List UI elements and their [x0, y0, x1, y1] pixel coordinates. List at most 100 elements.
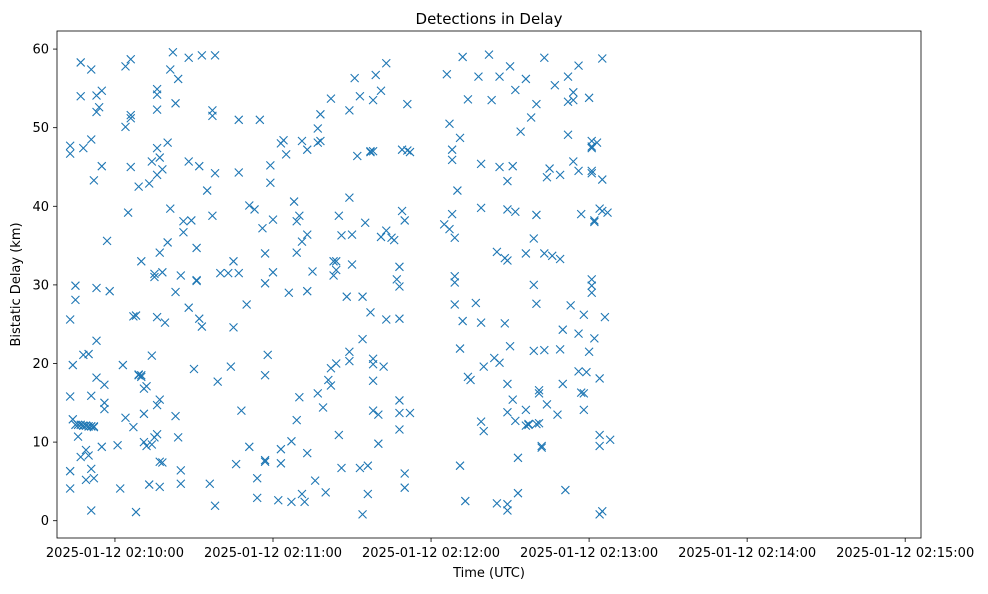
- data-point: [321, 488, 331, 497]
- data-point: [302, 286, 312, 296]
- data-point: [500, 319, 510, 328]
- data-point: [300, 497, 309, 507]
- data-point: [355, 91, 365, 101]
- data-point: [368, 95, 378, 105]
- data-point: [313, 388, 323, 398]
- y-tick-label: 0: [41, 514, 49, 529]
- data-point: [165, 204, 175, 214]
- data-point: [97, 86, 107, 96]
- data-point: [215, 268, 225, 278]
- data-point: [263, 350, 273, 360]
- data-point: [184, 157, 194, 166]
- data-point: [113, 440, 122, 450]
- data-point: [342, 292, 352, 302]
- data-point: [395, 408, 404, 418]
- data-point: [92, 107, 101, 117]
- data-point: [368, 354, 378, 364]
- data-point: [255, 115, 265, 125]
- data-point: [268, 215, 278, 225]
- data-point: [129, 422, 138, 432]
- data-point: [173, 432, 183, 442]
- data-point: [89, 175, 99, 185]
- data-point: [363, 489, 373, 499]
- data-point: [516, 127, 525, 137]
- data-point: [131, 507, 141, 517]
- data-point: [397, 206, 407, 216]
- data-point: [86, 391, 96, 401]
- data-point: [297, 237, 307, 247]
- data-point: [100, 398, 109, 408]
- data-point: [152, 312, 162, 322]
- data-point: [366, 308, 375, 317]
- data-point: [563, 72, 573, 81]
- data-point: [492, 499, 502, 508]
- data-point: [555, 170, 565, 180]
- data-point: [155, 395, 165, 405]
- data-point: [176, 479, 186, 489]
- data-point: [547, 251, 557, 261]
- data-point: [152, 429, 162, 439]
- data-point: [521, 249, 531, 258]
- scatter-points: [65, 47, 615, 519]
- data-point: [136, 256, 146, 266]
- data-point: [171, 287, 180, 297]
- data-point: [260, 370, 270, 380]
- data-point: [395, 314, 404, 324]
- data-point: [389, 235, 399, 245]
- data-point: [503, 379, 512, 389]
- data-point: [445, 119, 454, 129]
- data-point: [521, 74, 531, 84]
- data-point: [453, 186, 462, 195]
- data-point: [163, 238, 173, 247]
- data-point: [205, 479, 215, 489]
- data-point: [505, 341, 515, 351]
- data-point: [121, 413, 130, 423]
- data-point: [115, 484, 125, 493]
- data-point: [595, 441, 605, 451]
- data-point: [302, 448, 312, 458]
- data-point: [479, 362, 489, 372]
- data-point: [76, 58, 86, 67]
- data-point: [574, 166, 583, 176]
- data-point: [476, 203, 486, 213]
- data-point: [184, 53, 194, 63]
- data-point: [579, 405, 589, 415]
- data-point: [155, 153, 165, 162]
- data-point: [510, 85, 520, 95]
- data-point: [447, 155, 457, 165]
- data-point: [150, 272, 159, 282]
- data-point: [358, 292, 367, 302]
- data-point: [561, 485, 570, 495]
- data-point: [595, 430, 605, 440]
- data-point: [476, 318, 486, 328]
- data-point: [68, 360, 78, 370]
- data-point: [97, 161, 107, 171]
- data-point: [171, 98, 180, 108]
- data-point: [186, 216, 196, 225]
- data-point: [294, 392, 304, 402]
- data-point: [505, 61, 515, 71]
- data-point: [226, 362, 236, 372]
- data-point: [202, 186, 212, 195]
- data-point: [455, 133, 465, 143]
- data-point: [358, 510, 367, 519]
- data-point: [368, 376, 378, 386]
- data-point: [587, 166, 597, 176]
- data-point: [605, 435, 615, 445]
- data-point: [579, 388, 589, 398]
- plot-frame: [56, 30, 922, 539]
- data-point: [260, 457, 270, 467]
- data-point: [208, 211, 217, 221]
- data-point: [503, 506, 512, 515]
- data-point: [284, 288, 294, 298]
- data-point: [89, 473, 99, 483]
- data-point: [539, 53, 549, 63]
- data-point: [392, 275, 402, 284]
- data-point: [492, 247, 502, 257]
- data-point: [289, 197, 299, 206]
- data-point: [157, 267, 167, 277]
- data-point: [194, 314, 204, 324]
- data-point: [537, 441, 547, 451]
